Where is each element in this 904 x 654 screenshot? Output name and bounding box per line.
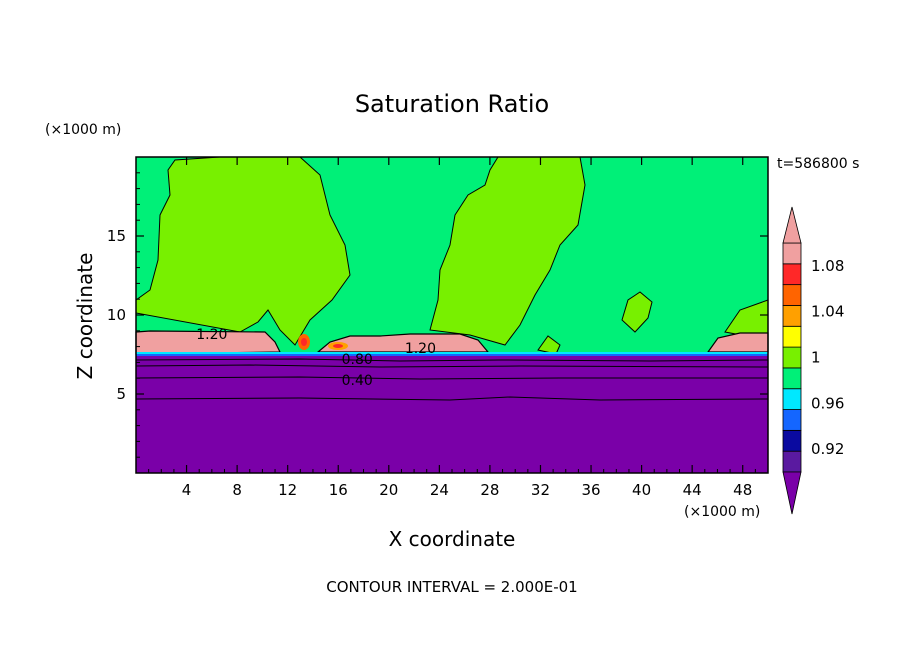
colorbar-swatch <box>782 388 802 410</box>
x-tick-label: 24 <box>430 481 449 499</box>
y-tick-label: 15 <box>107 227 126 245</box>
plot-area: 1.201.200.800.40 4 8 12 16 20 24 28 32 36 40 44 48 … <box>107 156 769 499</box>
colorbar-swatch <box>782 450 802 473</box>
y-tick-label: 5 <box>116 385 126 403</box>
y-tick-label: 10 <box>107 306 126 324</box>
colorbar-over-arrow <box>782 206 802 244</box>
colorbar-swatch <box>782 263 802 286</box>
x-tick-label: 40 <box>632 481 651 499</box>
colorbar-swatch <box>782 284 802 306</box>
contour-line <box>135 396 769 401</box>
time-label: t=586800 s <box>777 156 859 172</box>
colorbar-label: 1.08 <box>811 257 844 275</box>
contour-label: 1.20 <box>405 341 436 357</box>
chart-title: Saturation Ratio <box>355 90 549 118</box>
dry-lower-region <box>136 356 768 473</box>
hot-spot <box>333 344 343 348</box>
x-tick-label: 32 <box>531 481 550 499</box>
colorbar-under-arrow <box>782 471 802 515</box>
x-axis-label: X coordinate <box>389 527 516 551</box>
x-tick-label: 12 <box>278 481 297 499</box>
colorbar-label: 1.04 <box>811 303 844 321</box>
colorbar: 1.08 1.04 1 0.96 0.92 <box>782 206 844 515</box>
colorbar-swatch <box>782 409 802 431</box>
x-unit-label: (×1000 m) <box>684 504 760 520</box>
transition-band <box>136 354 768 356</box>
contour-interval-note: CONTOUR INTERVAL = 2.000E-01 <box>326 578 577 596</box>
x-tick-label: 16 <box>329 481 348 499</box>
colorbar-swatch <box>782 429 802 452</box>
x-tick-label: 20 <box>379 481 398 499</box>
colorbar-swatch <box>782 305 802 327</box>
colorbar-label: 0.96 <box>811 394 844 412</box>
moist-patch <box>621 291 653 333</box>
y-axis-label: Z coordinate <box>73 253 97 380</box>
y-unit-label: (×1000 m) <box>45 122 121 138</box>
x-tick-label: 48 <box>733 481 752 499</box>
colorbar-label: 0.92 <box>811 440 844 458</box>
x-tick-label: 44 <box>683 481 702 499</box>
contour-label: 0.40 <box>342 373 373 389</box>
supersaturated-layer-mid <box>316 333 490 353</box>
hot-spot <box>301 338 307 346</box>
colorbar-swatch <box>782 325 802 348</box>
colorbar-swatch <box>782 346 802 369</box>
x-tick-label: 28 <box>480 481 499 499</box>
contour-label: 0.80 <box>342 352 373 368</box>
transition-band <box>136 352 768 355</box>
x-tick-label: 36 <box>581 481 600 499</box>
x-tick-label: 8 <box>232 481 242 499</box>
colorbar-swatch <box>782 242 802 265</box>
contour-label: 1.20 <box>196 327 227 343</box>
contour-line <box>135 358 769 362</box>
contour-line <box>135 364 769 368</box>
colorbar-swatch <box>782 367 802 390</box>
moist-plume-left <box>135 156 351 346</box>
contour-line <box>135 376 768 380</box>
colorbar-label: 1 <box>811 349 821 367</box>
x-tick-label: 4 <box>182 481 192 499</box>
